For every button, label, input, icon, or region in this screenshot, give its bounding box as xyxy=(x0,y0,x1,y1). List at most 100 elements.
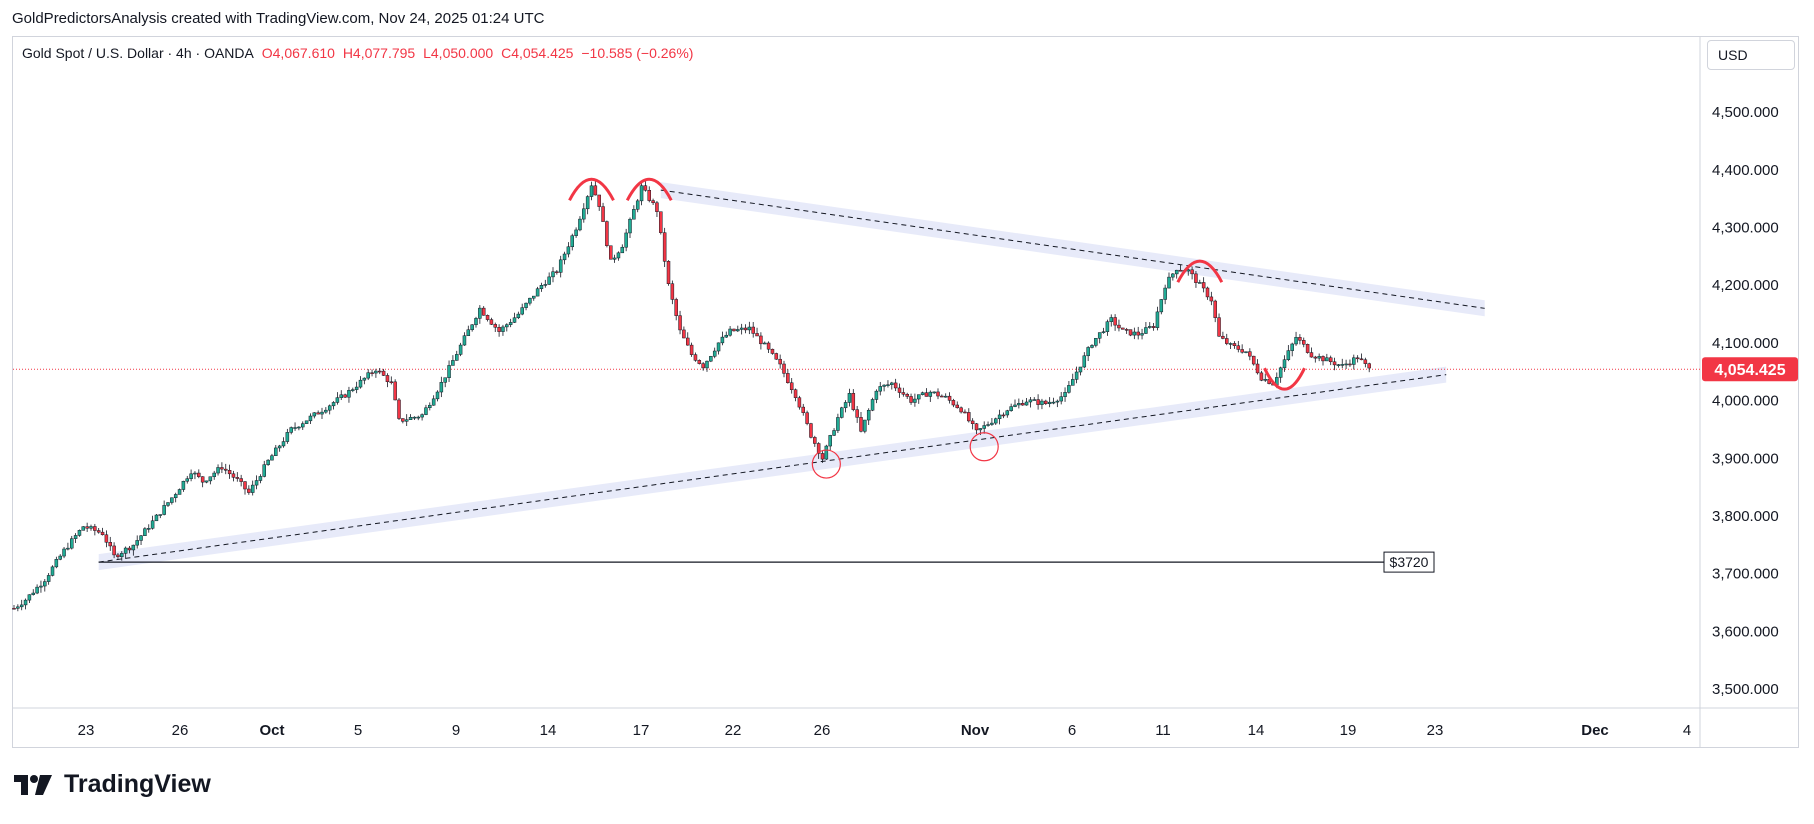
candle-body xyxy=(1359,358,1364,361)
x-tick-label: 9 xyxy=(452,722,460,739)
candle-body xyxy=(1101,331,1106,333)
candle-body xyxy=(297,426,301,429)
candle-body xyxy=(131,544,136,551)
candle-body xyxy=(1259,372,1264,381)
candle-body xyxy=(46,575,51,582)
candle-body xyxy=(1225,338,1229,344)
candle-body xyxy=(243,481,247,490)
candle-body xyxy=(639,185,644,202)
candle-body xyxy=(766,342,771,350)
candle-body xyxy=(1328,357,1333,363)
candle-body xyxy=(1020,403,1025,406)
candle-body xyxy=(358,379,363,388)
candle-body xyxy=(1294,337,1298,345)
candle-body xyxy=(12,607,16,610)
candle-body xyxy=(216,467,220,474)
brand-name: TradingView xyxy=(64,770,211,798)
candle-body xyxy=(197,472,201,477)
candle-body xyxy=(693,354,698,361)
candle-body xyxy=(431,398,436,406)
candle-body xyxy=(585,196,590,210)
candle-body xyxy=(505,324,509,328)
candle-body xyxy=(189,473,193,479)
candle-body xyxy=(1017,403,1021,406)
currency-selector[interactable]: USD xyxy=(1707,40,1795,70)
candle-body xyxy=(840,407,844,418)
candle-body xyxy=(443,377,447,383)
candle-body xyxy=(951,400,956,406)
candle-body xyxy=(828,435,832,447)
high-value: H4,077.795 xyxy=(342,45,416,61)
candle-body xyxy=(1013,404,1017,407)
candle-body xyxy=(285,432,290,442)
candle-body xyxy=(1290,343,1294,351)
candle-body xyxy=(470,324,474,331)
candle-body xyxy=(620,246,625,254)
candle-body xyxy=(1236,345,1241,350)
candle-body xyxy=(304,420,309,424)
candle-body xyxy=(212,472,216,477)
candle-body xyxy=(770,348,775,354)
candle-body xyxy=(609,245,613,260)
candle-body xyxy=(574,229,578,236)
candle-body xyxy=(1144,327,1148,334)
candle-body xyxy=(1213,300,1217,318)
candle-body xyxy=(324,409,328,413)
candle-body xyxy=(231,473,236,478)
x-tick-label: 4 xyxy=(1683,722,1691,739)
candle-body xyxy=(247,488,251,493)
tradingview-brand[interactable]: TradingView xyxy=(14,770,211,799)
candle-body xyxy=(890,382,894,385)
candle-body xyxy=(254,480,259,486)
candle-body xyxy=(108,542,112,547)
candle-body xyxy=(1124,329,1129,331)
candle-body xyxy=(793,389,798,398)
top-arc-marker xyxy=(1176,259,1224,283)
candle-body xyxy=(1005,410,1010,416)
candle-body xyxy=(1136,331,1140,336)
candle-body xyxy=(1090,345,1094,348)
candle-body xyxy=(597,194,601,207)
candle-body xyxy=(820,453,825,460)
candle-body xyxy=(539,285,544,289)
candle-body xyxy=(462,335,467,346)
candle-body xyxy=(736,329,740,332)
y-tick-label: 3,500.000 xyxy=(1712,681,1779,698)
candle-body xyxy=(412,416,417,419)
candle-body xyxy=(1155,311,1160,328)
candle-body xyxy=(516,313,521,319)
candle-body xyxy=(347,390,351,398)
candle-body xyxy=(66,547,70,550)
candle-body xyxy=(112,545,116,556)
candle-body xyxy=(1105,321,1110,332)
candle-body xyxy=(697,360,702,364)
last-price-tag[interactable] xyxy=(1702,357,1798,382)
y-tick-label: 4,500.000 xyxy=(1712,104,1779,121)
bottom-arc-marker xyxy=(1263,367,1306,391)
candle-body xyxy=(1109,317,1113,322)
candle-body xyxy=(62,548,66,557)
y-tick-label: 4,400.000 xyxy=(1712,162,1779,179)
candle-body xyxy=(1009,406,1013,411)
candle-body xyxy=(532,295,536,299)
candle-body xyxy=(258,476,263,481)
candle-body xyxy=(878,386,882,392)
candle-body xyxy=(485,315,490,320)
candle-body xyxy=(1255,363,1260,374)
candle-body xyxy=(947,395,952,401)
candle-body xyxy=(293,427,297,429)
candle-body xyxy=(1128,329,1133,336)
candle-body xyxy=(1059,396,1063,402)
candle-body xyxy=(1001,414,1006,417)
candle-body xyxy=(143,528,147,536)
candle-body xyxy=(478,307,482,319)
candle-body xyxy=(458,344,463,355)
candle-body xyxy=(19,604,24,608)
candle-body xyxy=(481,307,486,316)
candle-body xyxy=(1047,401,1052,404)
x-tick-label: 11 xyxy=(1155,722,1171,739)
candle-body xyxy=(932,391,936,394)
candle-body xyxy=(96,530,101,533)
candle-body xyxy=(1302,340,1306,345)
